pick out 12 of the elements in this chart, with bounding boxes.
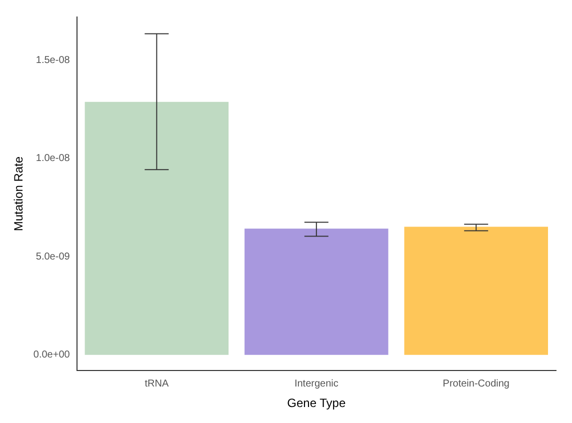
x-tick-label: tRNA bbox=[144, 378, 169, 390]
y-tick-label: 1.5e-08 bbox=[36, 54, 70, 66]
y-tick-label: 5.0e-09 bbox=[36, 251, 70, 262]
x-tick-label: Intergenic bbox=[294, 378, 338, 390]
y-axis-title: Mutation Rate bbox=[12, 156, 26, 232]
y-tick-label: 0.0e+00 bbox=[33, 350, 70, 361]
bar bbox=[84, 102, 229, 355]
bar bbox=[244, 228, 388, 355]
y-tick-label: 1.0e-08 bbox=[36, 153, 70, 164]
x-tick-label: Protein-Coding bbox=[442, 378, 510, 390]
bar bbox=[404, 226, 548, 355]
x-axis-title: Gene Type bbox=[287, 396, 346, 410]
